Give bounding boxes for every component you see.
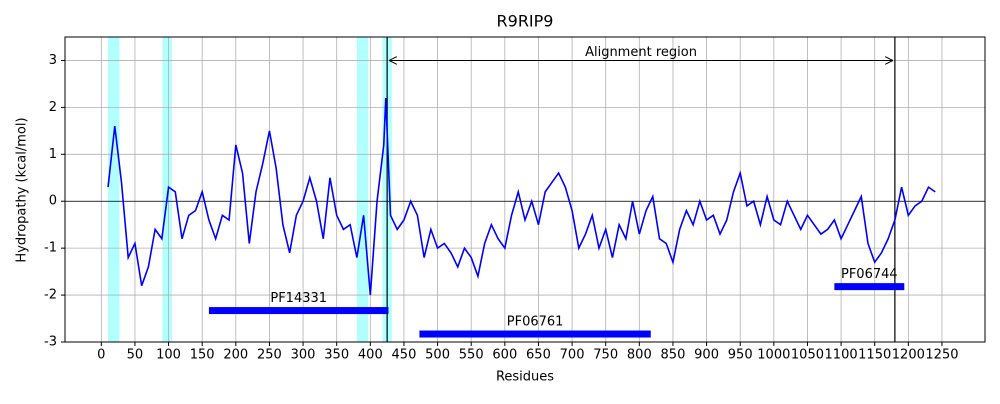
- domain-label: PF14331: [270, 291, 327, 306]
- y-tick-label: 3: [49, 53, 57, 68]
- x-tick-label: 150: [190, 348, 215, 363]
- domain-bar: [208, 307, 389, 315]
- x-tick-label: 650: [526, 348, 551, 363]
- domain-label: PF06761: [507, 315, 564, 330]
- domain-label: PF06744: [841, 267, 898, 282]
- x-tick-label: 600: [492, 348, 517, 363]
- x-tick-label: 350: [324, 348, 349, 363]
- domain-bar: [834, 283, 905, 291]
- annotation: Alignment region: [585, 45, 697, 60]
- highlight-span: [162, 37, 172, 342]
- x-tick-label: 300: [291, 348, 316, 363]
- x-axis-label: Residues: [496, 370, 554, 385]
- x-tick-label: 50: [127, 348, 144, 363]
- x-tick-label: 1050: [791, 348, 824, 363]
- y-tick-label: -1: [44, 241, 57, 256]
- x-tick-label: 700: [560, 348, 585, 363]
- chart-title: R9RIP9: [497, 12, 554, 31]
- y-axis-label: Hydropathy (kcal/mol): [15, 117, 30, 262]
- y-tick-label: -3: [44, 335, 57, 350]
- x-tick-label: 450: [392, 348, 417, 363]
- y-tick-label: 0: [49, 194, 57, 209]
- x-tick-label: 0: [97, 348, 105, 363]
- highlight-span: [356, 37, 369, 342]
- y-tick-label: 1: [49, 147, 57, 162]
- x-tick-label: 1200: [892, 348, 925, 363]
- x-tick-label: 950: [728, 348, 753, 363]
- x-tick-label: 850: [661, 348, 686, 363]
- plot-frame: [64, 36, 986, 343]
- x-tick-label: 1100: [825, 348, 858, 363]
- y-tick-label: 2: [49, 100, 57, 115]
- x-tick-label: 100: [156, 348, 181, 363]
- x-tick-label: 200: [223, 348, 248, 363]
- hydropathy-line: [107, 97, 936, 296]
- x-tick-label: 800: [627, 348, 652, 363]
- domain-bar: [419, 330, 651, 338]
- x-tick-label: 400: [358, 348, 383, 363]
- x-tick-label: 900: [694, 348, 719, 363]
- x-tick-label: 500: [425, 348, 450, 363]
- x-tick-label: 1000: [757, 348, 790, 363]
- x-tick-label: 750: [593, 348, 618, 363]
- x-tick-label: 1250: [925, 348, 958, 363]
- y-tick-label: -2: [44, 288, 57, 303]
- x-tick-label: 550: [459, 348, 484, 363]
- x-tick-label: 250: [257, 348, 282, 363]
- highlight-span: [108, 37, 120, 342]
- x-tick-label: 1150: [858, 348, 891, 363]
